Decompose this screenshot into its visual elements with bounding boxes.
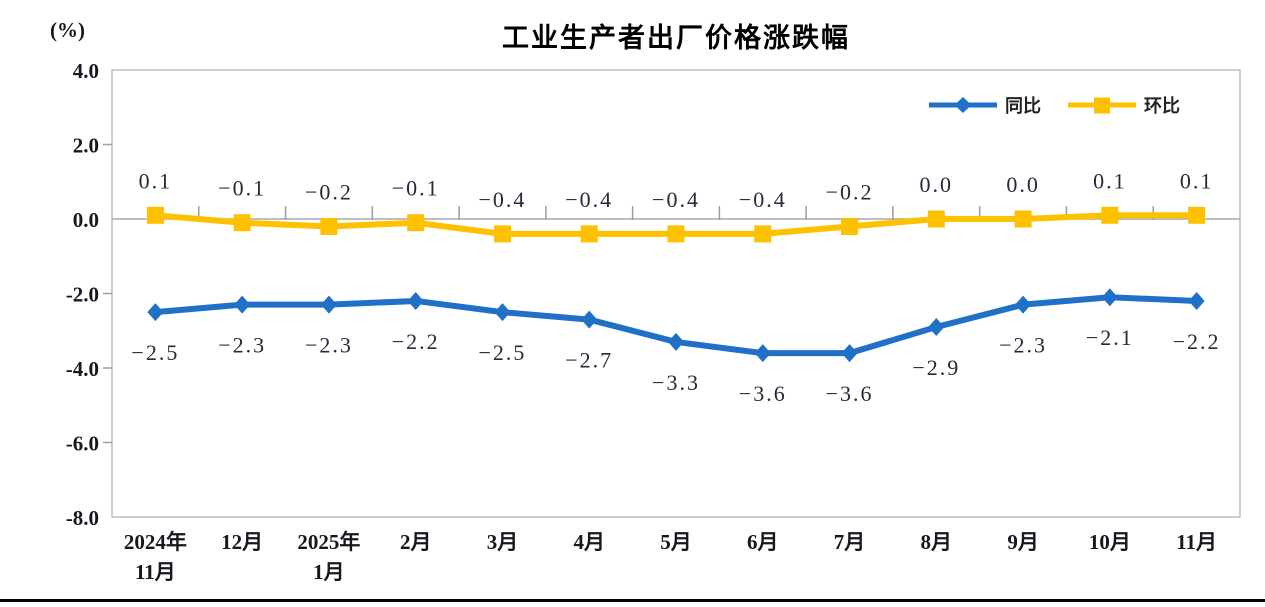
- marker-mom: [1101, 206, 1119, 224]
- marker-yoy: [1101, 288, 1118, 307]
- data-label-yoy: −2.5: [479, 340, 527, 365]
- data-label-yoy: −2.3: [305, 333, 353, 358]
- marker-mom: [580, 225, 598, 243]
- data-label-yoy: −2.9: [912, 355, 960, 380]
- data-label-yoy: −2.5: [131, 340, 179, 365]
- legend-item-yoy: 同比: [928, 92, 1041, 118]
- marker-mom: [667, 225, 685, 243]
- legend: 同比 环比: [928, 92, 1180, 118]
- y-axis-unit-label: (%): [50, 18, 85, 42]
- data-label-mom: 0.1: [1180, 168, 1214, 193]
- data-label-yoy: −2.7: [565, 348, 613, 373]
- x-axis-label: 1月: [313, 560, 345, 584]
- data-label-mom: −0.1: [218, 176, 266, 201]
- marker-mom: [754, 225, 772, 243]
- marker-yoy: [581, 310, 598, 329]
- marker-yoy: [494, 303, 511, 322]
- x-axis-label: 3月: [487, 530, 519, 554]
- data-label-yoy: −2.2: [1173, 329, 1221, 354]
- x-axis-label: 5月: [660, 530, 692, 554]
- marker-mom: [493, 225, 511, 243]
- x-axis-label: 4月: [573, 530, 605, 554]
- marker-yoy: [754, 344, 771, 363]
- x-axis-label: 7月: [834, 530, 866, 554]
- marker-yoy: [1188, 291, 1205, 310]
- marker-yoy: [147, 303, 164, 322]
- marker-mom: [233, 214, 251, 232]
- marker-yoy: [234, 295, 251, 314]
- legend-item-mom: 环比: [1067, 92, 1180, 118]
- x-axis-label: 2025年: [297, 530, 360, 554]
- data-label-yoy: −3.3: [652, 370, 700, 395]
- data-label-yoy: −2.2: [392, 329, 440, 354]
- yoy-line-diamond-icon: [929, 97, 997, 113]
- marker-yoy: [668, 332, 684, 351]
- marker-mom: [927, 210, 945, 228]
- bottom-divider: [0, 599, 1265, 602]
- data-label-mom: −0.2: [826, 179, 874, 204]
- data-label-mom: 0.1: [1093, 168, 1127, 193]
- marker-yoy: [320, 295, 337, 314]
- data-label-yoy: −2.1: [1086, 325, 1134, 350]
- y-tick-label: -6.0: [66, 432, 99, 456]
- y-tick-label: 0.0: [73, 208, 99, 232]
- data-label-yoy: −3.6: [739, 381, 787, 406]
- marker-mom: [1014, 210, 1032, 228]
- plot-border: [111, 69, 1241, 518]
- chart-title: 工业生产者出厂价格涨跌幅: [502, 23, 850, 53]
- data-label-mom: −0.2: [305, 179, 353, 204]
- marker-mom: [146, 206, 164, 224]
- data-label-yoy: −2.3: [218, 333, 266, 358]
- x-axis-label: 6月: [747, 530, 779, 554]
- data-label-mom: −0.4: [652, 187, 700, 212]
- x-axis-label: 12月: [221, 530, 263, 554]
- data-label-mom: 0.1: [139, 168, 173, 193]
- x-axis-label: 11月: [1176, 530, 1217, 554]
- data-label-mom: −0.4: [479, 187, 527, 212]
- x-axis-label: 10月: [1089, 530, 1131, 554]
- marker-mom: [320, 217, 338, 235]
- marker-yoy: [928, 318, 945, 337]
- marker-mom: [1188, 206, 1206, 224]
- x-axis-label: 9月: [1007, 530, 1039, 554]
- x-axis-label: 2024年: [124, 530, 187, 554]
- x-axis-label: 2月: [400, 530, 432, 554]
- yoy-legend-diamond: [954, 97, 972, 113]
- marker-yoy: [1015, 295, 1032, 314]
- data-label-mom: 0.0: [1006, 172, 1040, 197]
- data-label-yoy: −3.6: [826, 381, 874, 406]
- y-tick-label: 4.0: [73, 59, 99, 83]
- data-label-yoy: −2.3: [999, 333, 1047, 358]
- marker-mom: [841, 217, 859, 235]
- x-axis-label: 11月: [135, 560, 176, 584]
- mom-line-square-icon: [1068, 97, 1136, 114]
- legend-label-yoy: 同比: [1005, 96, 1041, 116]
- marker-yoy: [407, 291, 424, 310]
- legend-label-mom: 环比: [1144, 96, 1180, 116]
- mom-legend-square: [1094, 97, 1110, 114]
- data-label-mom: −0.4: [565, 187, 613, 212]
- data-label-mom: −0.4: [739, 187, 787, 212]
- y-tick-label: -4.0: [66, 357, 99, 381]
- marker-mom: [407, 214, 425, 232]
- x-axis-label: 8月: [921, 530, 953, 554]
- y-tick-label: 2.0: [73, 134, 99, 158]
- marker-yoy: [841, 344, 858, 363]
- data-label-mom: −0.1: [392, 176, 440, 201]
- y-tick-label: -2.0: [66, 283, 99, 307]
- data-label-mom: 0.0: [920, 172, 954, 197]
- y-tick-label: -8.0: [66, 506, 99, 530]
